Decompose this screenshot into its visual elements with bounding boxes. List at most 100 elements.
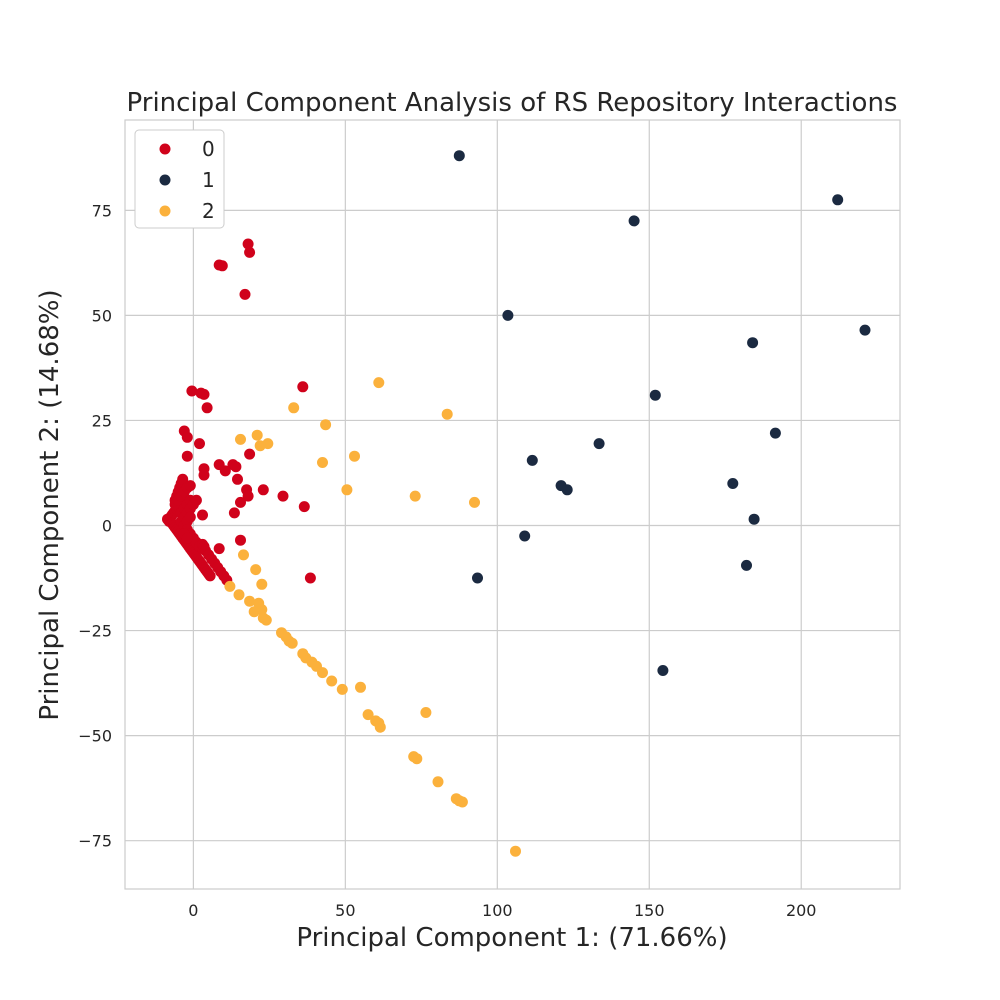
data-point — [727, 478, 739, 489]
data-point — [748, 513, 760, 525]
data-point — [649, 389, 661, 401]
data-point — [469, 496, 480, 508]
legend: 0 1 2 — [134, 129, 225, 229]
x-tick-label: 100 — [482, 901, 513, 920]
data-point — [304, 572, 316, 584]
data-point — [373, 377, 385, 389]
x-axis-label: Principal Component 1: (71.66%) — [296, 923, 727, 953]
data-point — [219, 465, 231, 477]
data-point — [186, 385, 198, 397]
data-point — [184, 480, 196, 492]
x-tick-label: 50 — [335, 901, 355, 920]
data-point — [374, 721, 386, 733]
data-point — [510, 845, 521, 857]
data-point — [184, 511, 196, 523]
data-point — [228, 507, 240, 519]
x-tick-label: 150 — [634, 901, 665, 920]
data-point — [244, 246, 256, 258]
data-point — [432, 776, 444, 788]
data-point — [235, 534, 246, 546]
data-point — [251, 429, 263, 441]
y-tick-label: 50 — [92, 306, 112, 325]
data-point — [526, 454, 538, 466]
data-point — [286, 637, 298, 649]
data-point — [441, 408, 453, 420]
data-point — [420, 707, 432, 718]
data-point — [859, 324, 871, 336]
legend-box — [134, 129, 225, 229]
data-point — [250, 564, 262, 576]
data-point — [336, 683, 348, 695]
data-point — [341, 484, 353, 496]
x-tick-label: 200 — [786, 901, 817, 920]
data-point — [235, 433, 246, 445]
data-point — [233, 589, 245, 601]
y-tick-label: −25 — [78, 622, 112, 641]
data-point — [349, 450, 360, 462]
data-point — [502, 309, 514, 321]
plot-frame — [124, 119, 901, 890]
y-tick-label: 0 — [102, 517, 112, 536]
data-point — [260, 614, 272, 626]
data-point — [355, 681, 366, 693]
scatter-points — [162, 150, 871, 857]
data-point — [248, 606, 260, 618]
legend-marker-1 — [159, 174, 171, 186]
data-point — [232, 473, 243, 485]
data-point — [216, 260, 228, 272]
data-point — [832, 194, 844, 206]
data-point — [257, 484, 269, 496]
data-point — [198, 388, 210, 400]
data-point — [593, 438, 605, 450]
data-point — [244, 595, 256, 607]
data-point — [242, 490, 254, 502]
data-point — [230, 461, 242, 473]
legend-marker-0 — [159, 143, 171, 155]
data-point — [198, 469, 210, 481]
data-point — [288, 402, 300, 414]
data-point — [741, 559, 752, 571]
y-tick-label: −75 — [78, 832, 112, 851]
data-point — [472, 572, 483, 584]
data-point — [362, 709, 374, 721]
data-point — [519, 530, 531, 542]
data-point — [238, 549, 249, 561]
data-point — [190, 494, 202, 506]
data-point — [320, 419, 332, 431]
data-point — [561, 484, 573, 496]
data-point — [453, 150, 465, 162]
legend-label-2: 2 — [202, 199, 215, 223]
data-point — [747, 337, 759, 349]
legend-marker-2 — [159, 205, 171, 217]
data-point — [628, 215, 640, 227]
series-0-points — [162, 238, 316, 586]
data-point — [197, 509, 208, 521]
data-point — [254, 440, 266, 452]
data-point — [298, 501, 310, 513]
legend-label-1: 1 — [202, 168, 215, 192]
y-tick-label: 75 — [92, 201, 112, 220]
data-point — [657, 665, 669, 676]
data-point — [256, 578, 268, 590]
series-1-points — [453, 150, 871, 676]
data-point — [242, 238, 254, 250]
data-point — [411, 753, 423, 765]
y-axis-label: Principal Component 2: (14.68%) — [35, 289, 65, 720]
data-point — [181, 532, 193, 544]
data-point — [239, 288, 251, 300]
y-tick-label: 25 — [92, 411, 112, 430]
x-tick-label: 0 — [188, 901, 198, 920]
data-point — [201, 402, 213, 414]
data-point — [204, 570, 216, 582]
data-point — [181, 450, 193, 462]
tick-labels: 0 50 100 150 200 −75 −50 −25 0 25 50 75 — [78, 201, 816, 920]
data-point — [213, 543, 225, 555]
data-point — [277, 490, 289, 502]
data-point — [456, 796, 468, 808]
legend-label-0: 0 — [202, 137, 215, 161]
chart-title: Principal Component Analysis of RS Repos… — [127, 88, 898, 118]
data-point — [244, 448, 256, 460]
data-point — [181, 431, 193, 443]
data-point — [194, 438, 205, 450]
